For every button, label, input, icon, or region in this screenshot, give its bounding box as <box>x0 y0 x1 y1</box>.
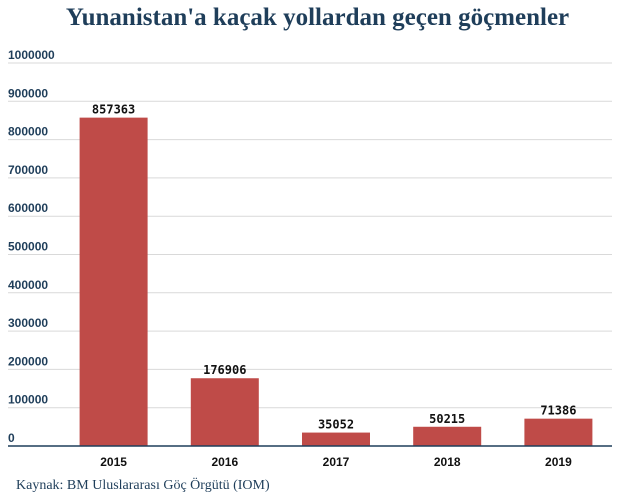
y-tick-label: 200000 <box>8 354 48 368</box>
bar-2018 <box>413 426 482 446</box>
x-tick-label: 2015 <box>100 455 127 469</box>
y-tick-label: 500000 <box>8 240 48 254</box>
y-tick-label: 300000 <box>8 316 48 330</box>
y-tick-label: 400000 <box>8 278 48 292</box>
bar-2015 <box>79 117 148 446</box>
x-tick-label: 2016 <box>211 455 238 469</box>
bar-2017 <box>302 432 370 446</box>
data-label: 857363 <box>92 103 135 117</box>
x-tick-label: 2017 <box>323 455 350 469</box>
y-tick-label: 600000 <box>8 201 48 215</box>
chart-title: Yunanistan'a kaçak yollardan geçen göçme… <box>65 4 570 31</box>
x-axis-ticks: 2015 2016 2017 2018 2019 <box>100 455 572 469</box>
bars <box>79 117 593 446</box>
y-tick-label: 900000 <box>8 86 48 100</box>
y-tick-label: 1000000 <box>8 48 55 62</box>
y-tick-label: 800000 <box>8 125 48 139</box>
data-labels: 857363 176906 35052 50215 71386 <box>92 103 577 432</box>
data-label: 35052 <box>318 418 354 432</box>
data-label: 50215 <box>429 412 465 426</box>
x-tick-label: 2019 <box>545 455 572 469</box>
source-note: Kaynak: BM Uluslararası Göç Örgütü (IOM) <box>16 478 270 493</box>
x-tick-label: 2018 <box>434 455 461 469</box>
y-axis-ticks: 0 100000 200000 300000 400000 500000 600000 700… <box>8 48 55 445</box>
y-tick-label: 100000 <box>8 393 48 407</box>
y-tick-label: 0 <box>8 431 15 445</box>
data-label: 176906 <box>203 363 246 377</box>
data-label: 71386 <box>540 404 576 418</box>
bar-2019 <box>524 418 593 446</box>
bar-2016 <box>190 378 259 446</box>
y-tick-label: 700000 <box>8 163 48 177</box>
